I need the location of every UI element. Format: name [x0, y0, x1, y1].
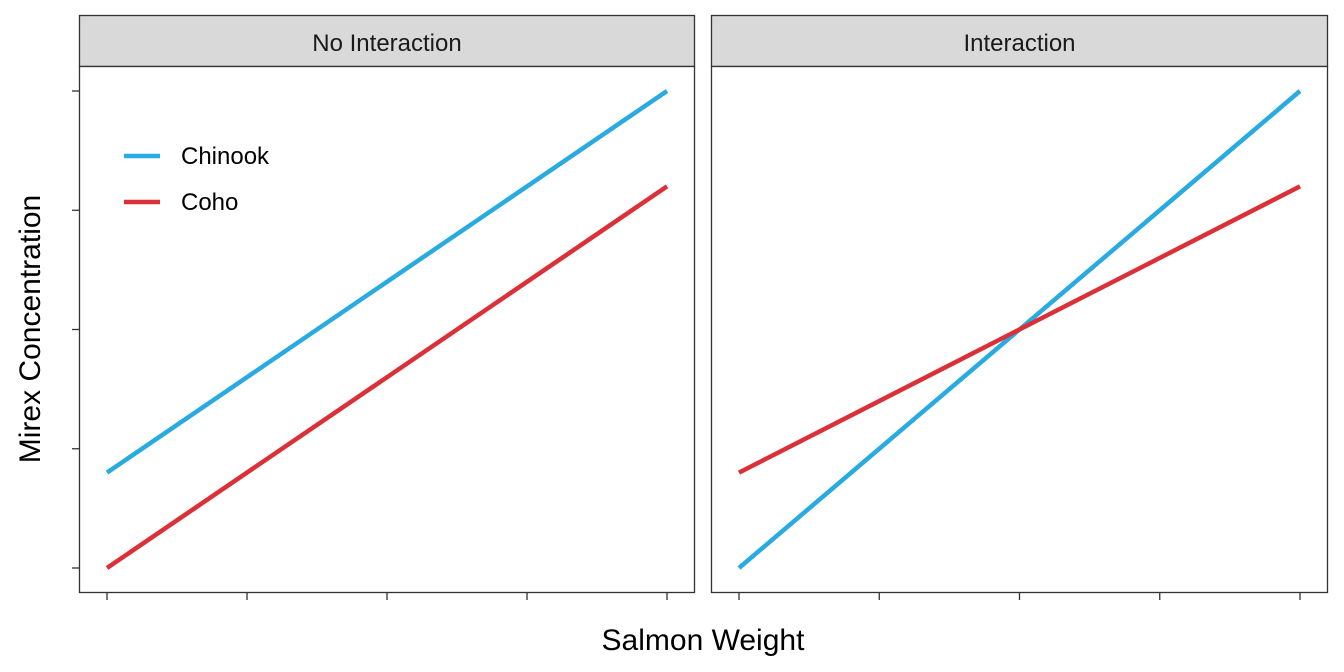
panel-strip	[78, 14, 696, 68]
panels-layer: No Interaction Interaction	[78, 14, 1329, 594]
x-axis-title: Salmon Weight	[602, 624, 806, 657]
legend-label-chinook: Chinook	[181, 143, 270, 170]
legend: Chinook Coho	[124, 143, 270, 216]
series-line-coho	[105, 184, 669, 570]
panel-title: No Interaction	[312, 30, 461, 57]
series-line-coho	[737, 184, 1302, 475]
panel-2: Interaction	[710, 14, 1329, 594]
panel-1: No Interaction	[78, 14, 696, 594]
panel-strip	[710, 14, 1329, 68]
legend-label-coho: Coho	[181, 189, 238, 216]
axes-layer	[72, 90, 1301, 600]
y-axis-title: Mirex Concentration	[14, 195, 47, 463]
series-line-chinook	[105, 89, 669, 475]
panel-plot-area	[78, 65, 696, 594]
panel-title: Interaction	[963, 30, 1075, 57]
